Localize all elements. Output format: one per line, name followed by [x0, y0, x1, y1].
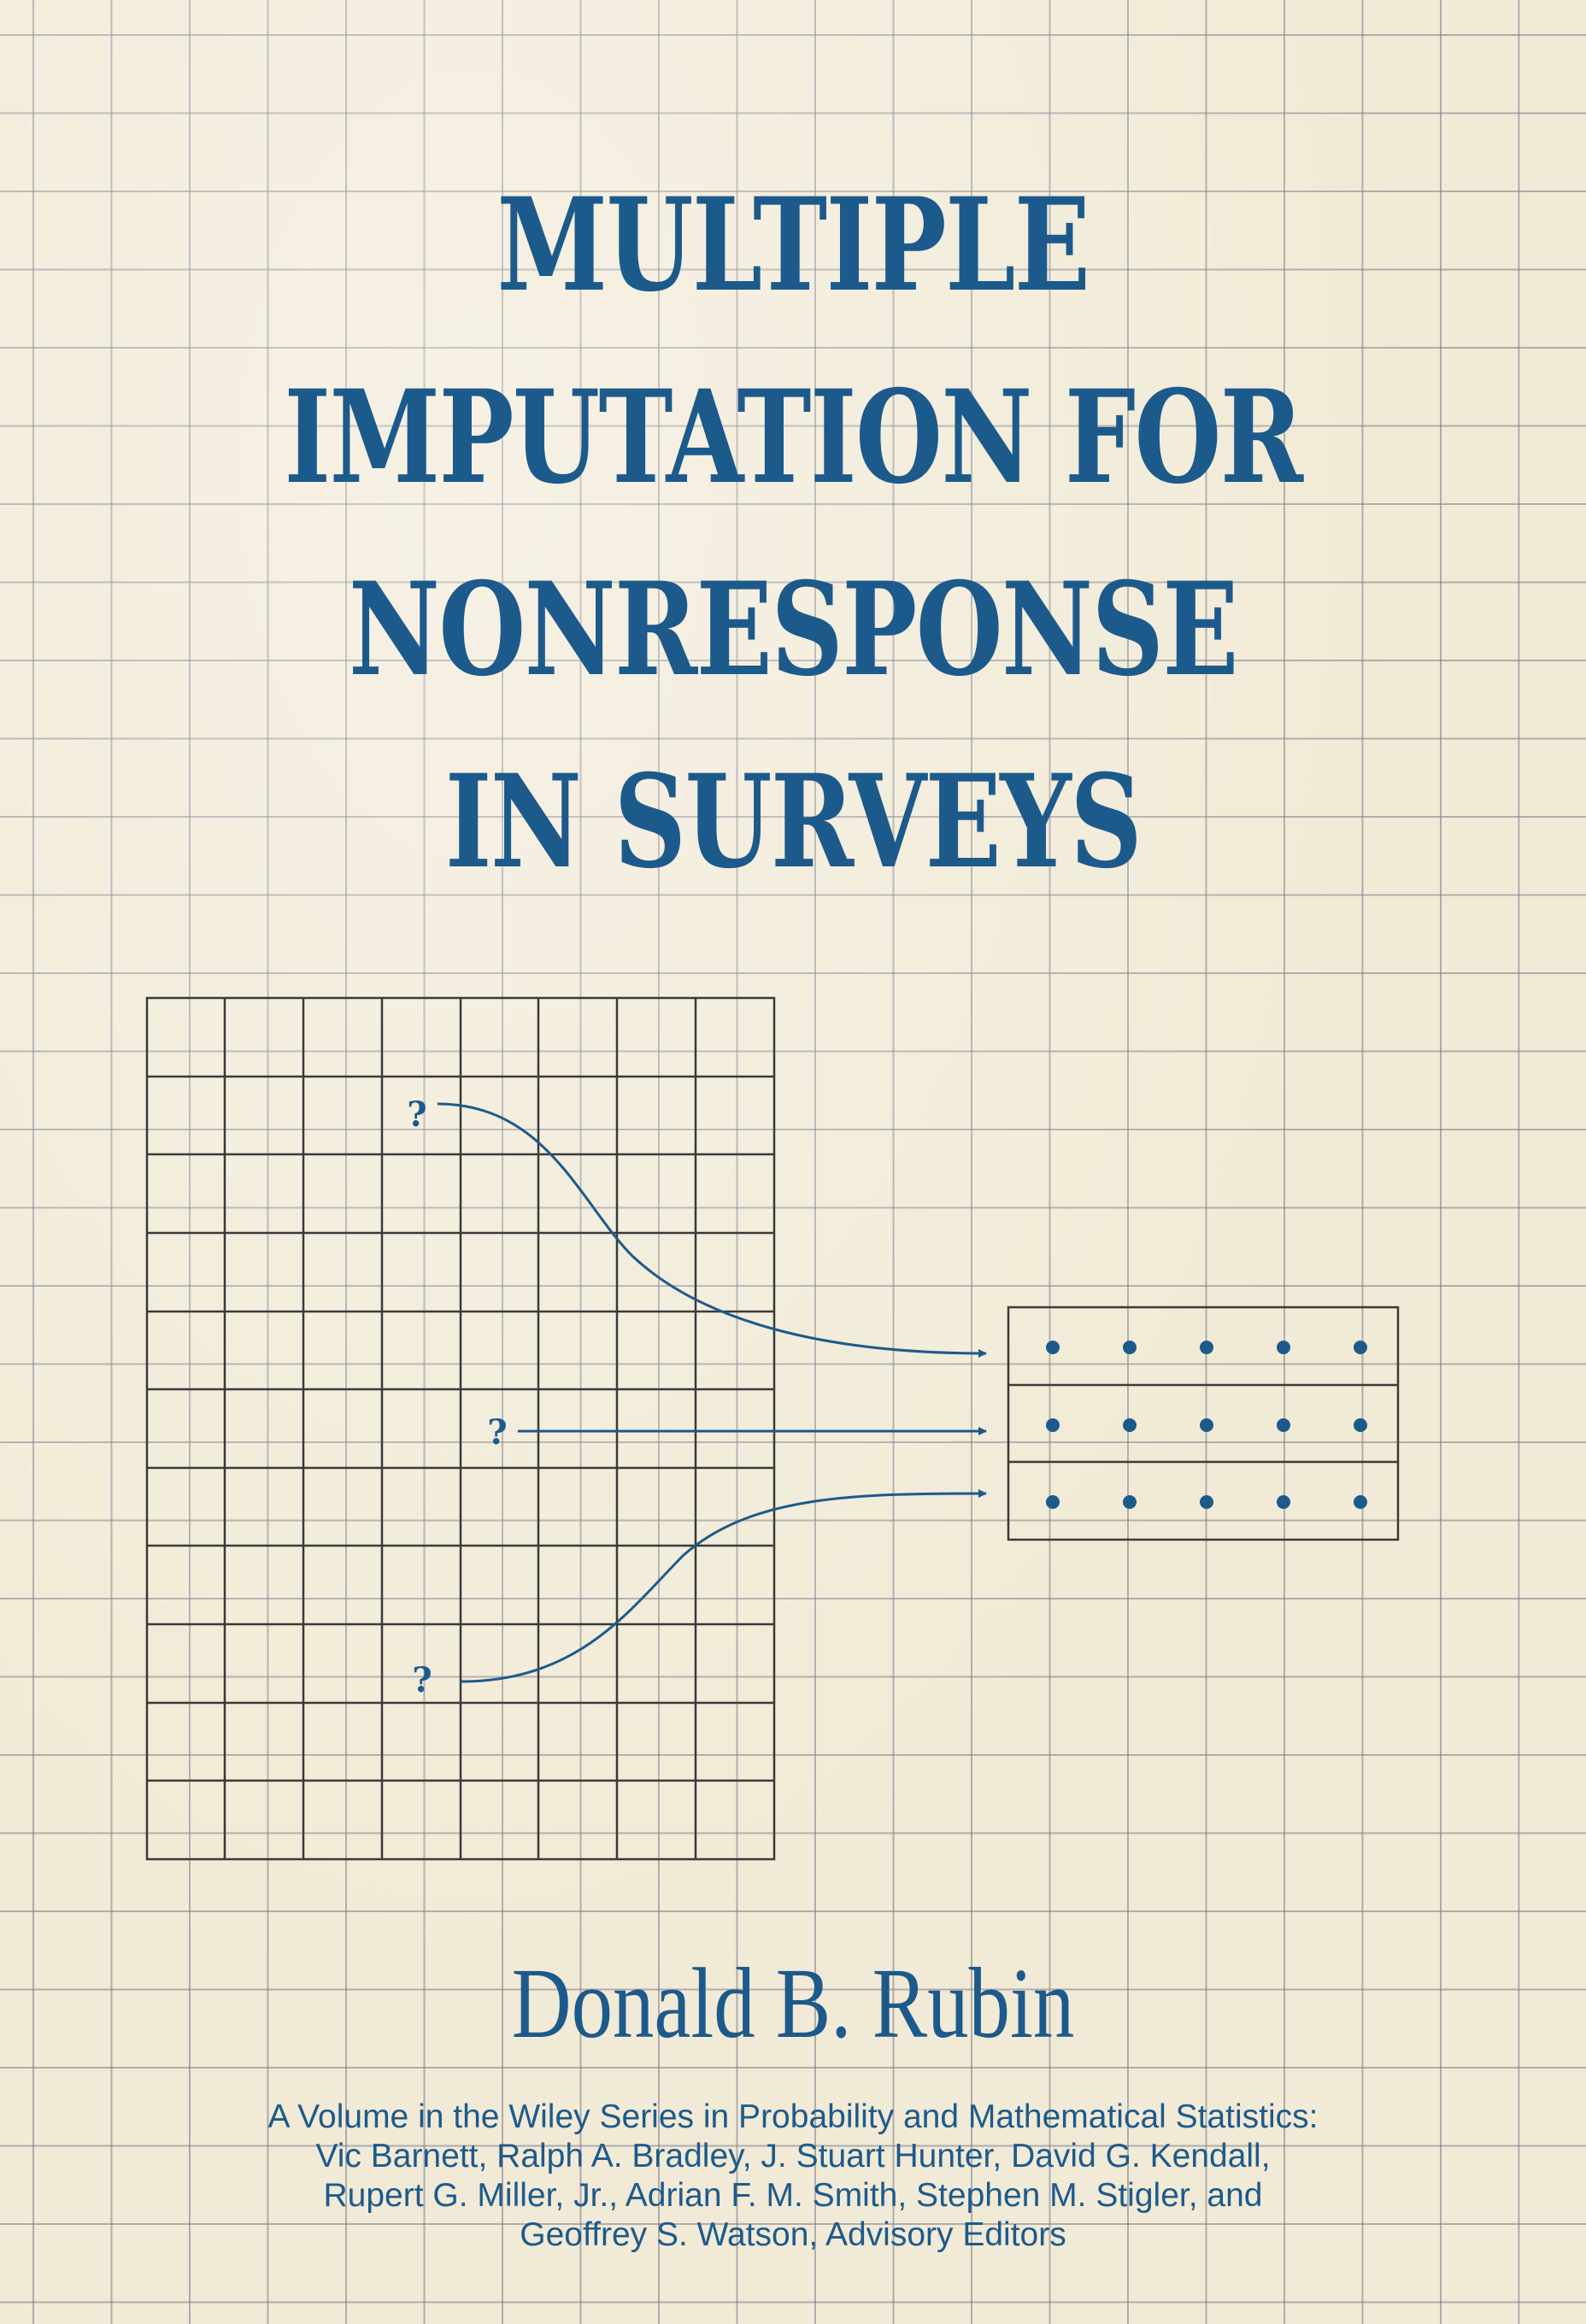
- imputed-value-dot: [1277, 1418, 1290, 1432]
- data-matrix-grid: [145, 996, 776, 1861]
- series-line-2: Vic Barnett, Ralph A. Bradley, J. Stuart…: [315, 2138, 1271, 2174]
- imputed-value-dot: [1200, 1341, 1213, 1354]
- imputed-value-dot: [1354, 1341, 1367, 1354]
- title-line-4: IN SURVEYS: [444, 747, 1143, 897]
- imputed-value-dot: [1123, 1495, 1137, 1509]
- title-line-2: IMPUTATION FOR: [284, 362, 1303, 513]
- imputed-value-dot: [1200, 1418, 1213, 1432]
- missing-value-mark: ?: [412, 1660, 432, 1700]
- title-line-3: NONRESPONSE: [348, 555, 1239, 705]
- imputed-value-dot: [1277, 1341, 1290, 1354]
- imputation-arrows: [437, 1102, 987, 1683]
- book-title: MULTIPLE IMPUTATION FOR NONRESPONSE IN S…: [0, 150, 1586, 918]
- missing-value-mark: ?: [487, 1412, 507, 1452]
- series-line-3: Rupert G. Miller, Jr., Adrian F. M. Smit…: [323, 2177, 1263, 2214]
- arrow-top: [437, 1102, 987, 1358]
- imputed-value-dot: [1277, 1495, 1290, 1509]
- imputed-value-dot: [1123, 1341, 1137, 1354]
- imputed-value-dot: [1046, 1418, 1060, 1432]
- series-statement: A Volume in the Wiley Series in Probabil…: [0, 2098, 1586, 2255]
- imputed-value-dot: [1354, 1418, 1367, 1432]
- imputed-value-dot: [1200, 1495, 1213, 1509]
- missing-value-mark: ?: [407, 1095, 426, 1135]
- arrow-bottom: [461, 1489, 987, 1683]
- series-line-1: A Volume in the Wiley Series in Probabil…: [267, 2098, 1319, 2135]
- imputation-matrix: [1007, 1306, 1400, 1541]
- author-name: Donald B. Rubin: [511, 1947, 1075, 2059]
- series-line-4: Geoffrey S. Watson, Advisory Editors: [520, 2216, 1066, 2253]
- imputed-value-dot: [1354, 1495, 1367, 1509]
- imputed-value-dot: [1123, 1418, 1137, 1432]
- imputation-dots: [1046, 1341, 1367, 1509]
- imputed-value-dot: [1046, 1495, 1060, 1509]
- title-line-1: MULTIPLE: [496, 170, 1090, 320]
- imputed-value-dot: [1046, 1341, 1060, 1354]
